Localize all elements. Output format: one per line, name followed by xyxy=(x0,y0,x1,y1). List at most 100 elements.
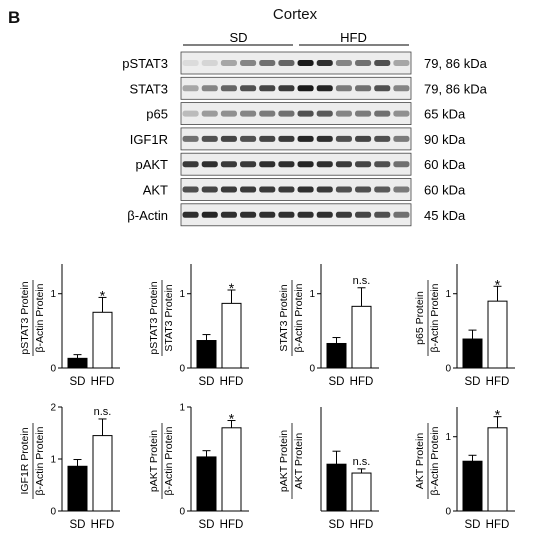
bar xyxy=(487,300,508,369)
blot-band xyxy=(201,211,218,218)
blot-band xyxy=(335,110,352,117)
x-tick-label: SD xyxy=(199,519,215,531)
blot-band xyxy=(335,60,352,66)
blot-row-label: AKT xyxy=(143,183,168,198)
blot-band xyxy=(393,135,410,142)
bar xyxy=(351,472,372,512)
y-axis-label-numerator: STAT3 Protein xyxy=(278,284,290,351)
blot-band xyxy=(355,186,372,193)
blot-row-size: 65 kDa xyxy=(424,107,466,122)
group-label-hfd: HFD xyxy=(340,30,367,45)
blot-strip xyxy=(180,152,412,176)
y-tick-label: 1 xyxy=(445,432,451,443)
y-axis-label-denominator: AKT Protein xyxy=(293,433,305,490)
significance-annotation: * xyxy=(495,407,501,423)
y-axis-label-denominator: β-Actin Protein xyxy=(429,426,441,495)
blot-band xyxy=(374,135,391,142)
blot-row-label: β-Actin xyxy=(127,208,168,223)
blot-band xyxy=(393,85,410,92)
bar xyxy=(221,302,242,369)
x-tick-label: SD xyxy=(329,376,345,388)
blot-band xyxy=(259,211,276,218)
y-tick-label: 0 xyxy=(445,507,451,518)
blot-row-size: 90 kDa xyxy=(424,132,466,147)
blot-band xyxy=(316,85,333,92)
significance-annotation: * xyxy=(100,287,106,303)
x-tick-label: HFD xyxy=(486,376,510,388)
blot-band xyxy=(201,60,218,66)
y-axis-label-denominator: β-Actin Protein xyxy=(429,283,441,352)
blot-band xyxy=(182,85,199,92)
blot-band xyxy=(259,186,276,193)
blot-strip xyxy=(180,127,412,151)
blot-band xyxy=(355,135,372,142)
x-tick-label: HFD xyxy=(91,376,115,388)
blot-band xyxy=(316,135,333,142)
bar xyxy=(92,435,113,512)
blot-strip xyxy=(180,102,412,125)
significance-annotation: n.s. xyxy=(353,275,371,287)
significance-annotation: n.s. xyxy=(353,456,371,468)
blot-band xyxy=(374,110,391,117)
y-tick-label: 1 xyxy=(179,403,185,414)
bar xyxy=(67,357,88,369)
blot-band xyxy=(240,161,257,168)
blot-band xyxy=(278,211,295,218)
blot-band xyxy=(182,60,199,66)
y-tick-label: 0 xyxy=(50,507,56,518)
y-axis-label-denominator: β-Actin Protein xyxy=(34,426,46,495)
blot-band xyxy=(220,60,237,66)
y-axis-label-numerator: pSTAT3 Protein xyxy=(148,281,160,354)
significance-annotation: * xyxy=(229,280,235,296)
blot-band xyxy=(220,161,237,168)
blot-band xyxy=(355,161,372,168)
blot-band xyxy=(297,135,314,142)
bar xyxy=(351,305,372,369)
blot-strip xyxy=(180,203,412,227)
bar xyxy=(326,463,347,512)
y-axis-label-denominator: β-Actin Protein xyxy=(34,283,46,352)
blot-band xyxy=(278,135,295,142)
blot-row-label: p65 xyxy=(146,107,168,122)
y-tick-label: 1 xyxy=(50,289,56,300)
blot-band xyxy=(374,60,391,66)
blot-band xyxy=(278,161,295,168)
blot-band xyxy=(335,135,352,142)
bar xyxy=(67,465,88,512)
y-axis-label-denominator: β-Actin Protein xyxy=(163,426,175,495)
blot-band xyxy=(240,186,257,193)
blot-band xyxy=(297,85,314,92)
blot-band xyxy=(316,211,333,218)
y-axis-label-numerator: pAKT Protein xyxy=(278,430,290,492)
blot-band xyxy=(278,186,295,193)
blot-strip xyxy=(180,76,412,100)
blot-band xyxy=(393,186,410,193)
blot-band xyxy=(259,110,276,117)
blot-band xyxy=(220,85,237,92)
blot-row-size: 60 kDa xyxy=(424,157,466,172)
y-tick-label: 1 xyxy=(309,289,315,300)
significance-annotation: * xyxy=(229,411,235,427)
blot-band xyxy=(240,60,257,66)
blot-band xyxy=(220,110,237,117)
y-tick-label: 2 xyxy=(50,403,56,414)
blot-band xyxy=(182,135,199,142)
panel-letter: B xyxy=(8,8,21,27)
blot-band xyxy=(374,211,391,218)
x-tick-label: HFD xyxy=(486,519,510,531)
x-tick-label: HFD xyxy=(350,376,374,388)
blot-band xyxy=(316,161,333,168)
blot-band xyxy=(355,211,372,218)
blot-band xyxy=(182,161,199,168)
y-axis-label-numerator: AKT Protein xyxy=(414,433,426,490)
y-tick-label: 0 xyxy=(179,364,185,375)
blot-band xyxy=(316,186,333,193)
blot-strip xyxy=(180,178,412,201)
blot-band xyxy=(393,110,410,117)
blot-title: Cortex xyxy=(272,6,318,23)
y-axis-label-numerator: pSTAT3 Protein xyxy=(19,281,31,354)
bar xyxy=(221,427,242,512)
y-tick-label: 0 xyxy=(179,507,185,518)
blot-row-size: 45 kDa xyxy=(424,208,466,223)
